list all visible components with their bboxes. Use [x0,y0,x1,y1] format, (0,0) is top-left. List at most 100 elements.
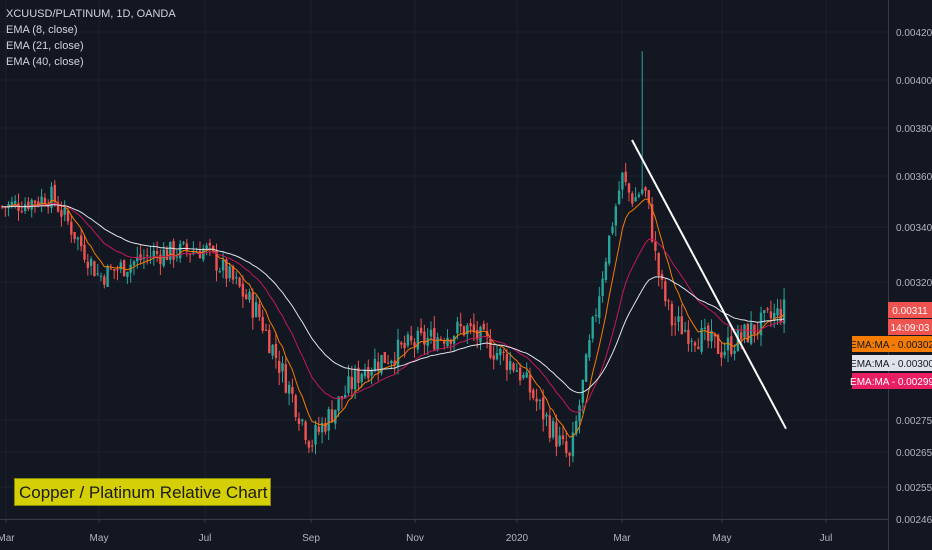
candle-body [353,369,357,390]
candle-body [538,399,542,401]
candle-body [248,291,251,300]
candle-body [779,309,782,322]
trendline[interactable] [631,139,787,430]
candle-body [60,210,63,217]
y-tick-label: 0.00320 [896,278,932,289]
candle-body [344,394,347,398]
candle-body [30,199,33,210]
candle-body [278,360,281,373]
candle-body [449,339,452,344]
candle-body [687,329,690,344]
y-tick-label: 0.00255 [896,483,932,494]
candle-body [291,387,294,394]
candle-body [304,421,307,441]
candle-body [749,322,753,344]
ema-lines [1,198,785,438]
symbol-title[interactable]: XCUUSD/PLATINUM, 1D, OANDA [6,8,176,20]
resistance-trendline[interactable] [631,139,787,430]
candle-body [337,396,340,411]
candle-body [50,186,53,208]
candle-body [172,240,175,260]
candle-body [627,183,631,193]
candle-body [33,200,37,204]
candle-body [294,395,297,417]
candle-body [93,261,96,277]
x-tick-label: Mar [613,533,631,544]
ema-8-line [1,198,785,438]
candle-body [103,276,106,285]
candle-body [89,258,93,266]
candle-body [380,355,383,374]
candle-body [40,196,43,206]
candle-body [403,342,406,349]
candle-body [697,346,700,350]
candle-body [192,251,195,255]
indicator-ema-21[interactable]: EMA (21, close) [6,40,84,52]
candle-body [235,277,238,279]
candle-body [400,342,403,345]
y-tick-label: 0.00265 [896,448,932,459]
candle-body [456,321,459,334]
candle-body [136,256,139,262]
y-tick-label: 0.00380 [896,124,932,135]
candle-body [106,266,109,288]
candle-body [86,261,89,268]
candle-body [126,272,129,278]
candle-body [327,409,330,431]
candle-body [122,260,126,276]
candle-body [545,414,548,417]
candle-body [548,415,551,438]
indicator-ema-8[interactable]: EMA (8, close) [6,24,78,36]
candle-body [532,389,535,398]
candle-body [485,330,489,338]
candle-body [254,302,258,318]
candle-body [152,250,155,258]
candle-body [80,235,83,247]
candle-body [631,193,634,204]
candle-body [575,420,578,435]
x-tick-label: Jul [820,533,833,544]
candle-body [759,312,763,336]
candle-body [733,350,736,354]
indicator-ema-40[interactable]: EMA (40, close) [6,56,84,68]
candle-body [119,262,122,270]
candle-body [499,348,502,356]
candle-body [588,340,591,358]
candle-body [773,313,776,320]
candle-body [367,367,370,379]
candle-body [373,358,377,372]
candle-body [20,211,23,213]
candle-body [558,435,561,446]
candle-body [426,337,429,346]
candle-body [766,308,769,310]
candle-body [518,367,522,381]
candle-body [287,384,291,394]
candle-body [274,343,278,358]
candle-body [446,337,449,347]
candle-body [690,340,693,342]
candle-body [109,268,113,270]
candle-body [320,422,324,433]
candle-body [555,422,558,447]
candle-body [324,422,327,432]
candle-body [377,361,380,371]
candle-body [492,355,495,360]
price-tag-label: EMA:MA - 0.00300 [850,359,932,370]
candle-body [568,452,571,456]
candle-body [350,376,353,389]
candle-body [693,342,697,346]
candle-body [664,281,667,302]
candle-body [165,249,169,260]
candle-body [383,352,386,363]
candle-body [251,292,254,318]
candle-body [205,245,208,249]
candle-body [228,266,231,279]
candle-body [495,352,499,360]
candle-body [584,354,588,382]
candle-body [753,324,756,335]
candle-body [10,201,14,207]
candle-body [462,326,466,336]
candle-body [683,330,687,332]
